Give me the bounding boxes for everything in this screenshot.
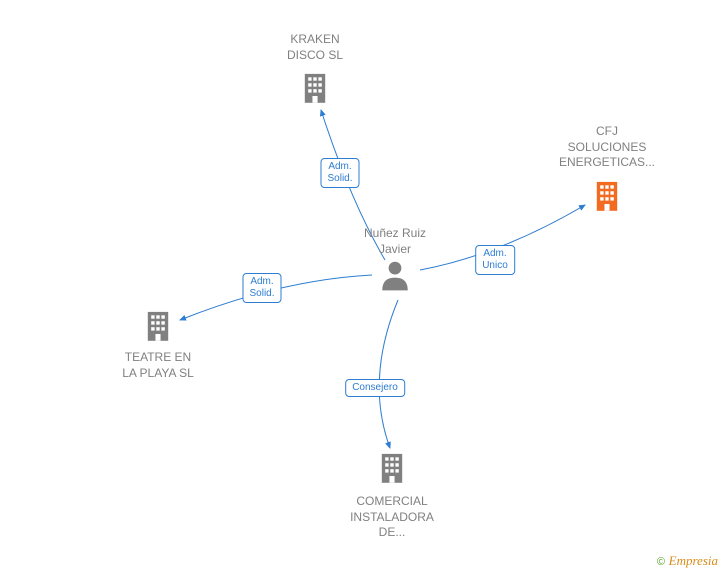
node-label-kraken: KRAKEN DISCO SL — [287, 32, 343, 63]
edge-comercial — [379, 300, 398, 448]
edge-label-teatre: Adm. Solid. — [242, 273, 281, 303]
brand-name: Empresia — [669, 553, 718, 568]
building-icon-cfj — [590, 179, 624, 218]
copyright-symbol: © — [657, 556, 665, 568]
edge-label-cfj: Adm. Unico — [475, 245, 515, 275]
diagram-canvas: Nuñez Ruiz Javier KRAKEN DISCO SL CFJ SO… — [0, 0, 728, 575]
edge-label-kraken: Adm. Solid. — [320, 158, 359, 188]
center-node-label: Nuñez Ruiz Javier — [364, 226, 426, 257]
edges-layer — [0, 0, 728, 575]
edge-label-comercial: Consejero — [345, 379, 405, 397]
person-icon — [378, 259, 412, 298]
node-label-cfj: CFJ SOLUCIONES ENERGETICAS... — [559, 124, 655, 171]
building-icon-kraken — [298, 71, 332, 110]
building-icon-teatre — [141, 309, 175, 348]
node-label-comercial: COMERCIAL INSTALADORA DE... — [350, 494, 434, 541]
node-label-teatre: TEATRE EN LA PLAYA SL — [122, 350, 194, 381]
building-icon-comercial — [375, 451, 409, 490]
footer-attribution: © Empresia — [657, 553, 718, 569]
